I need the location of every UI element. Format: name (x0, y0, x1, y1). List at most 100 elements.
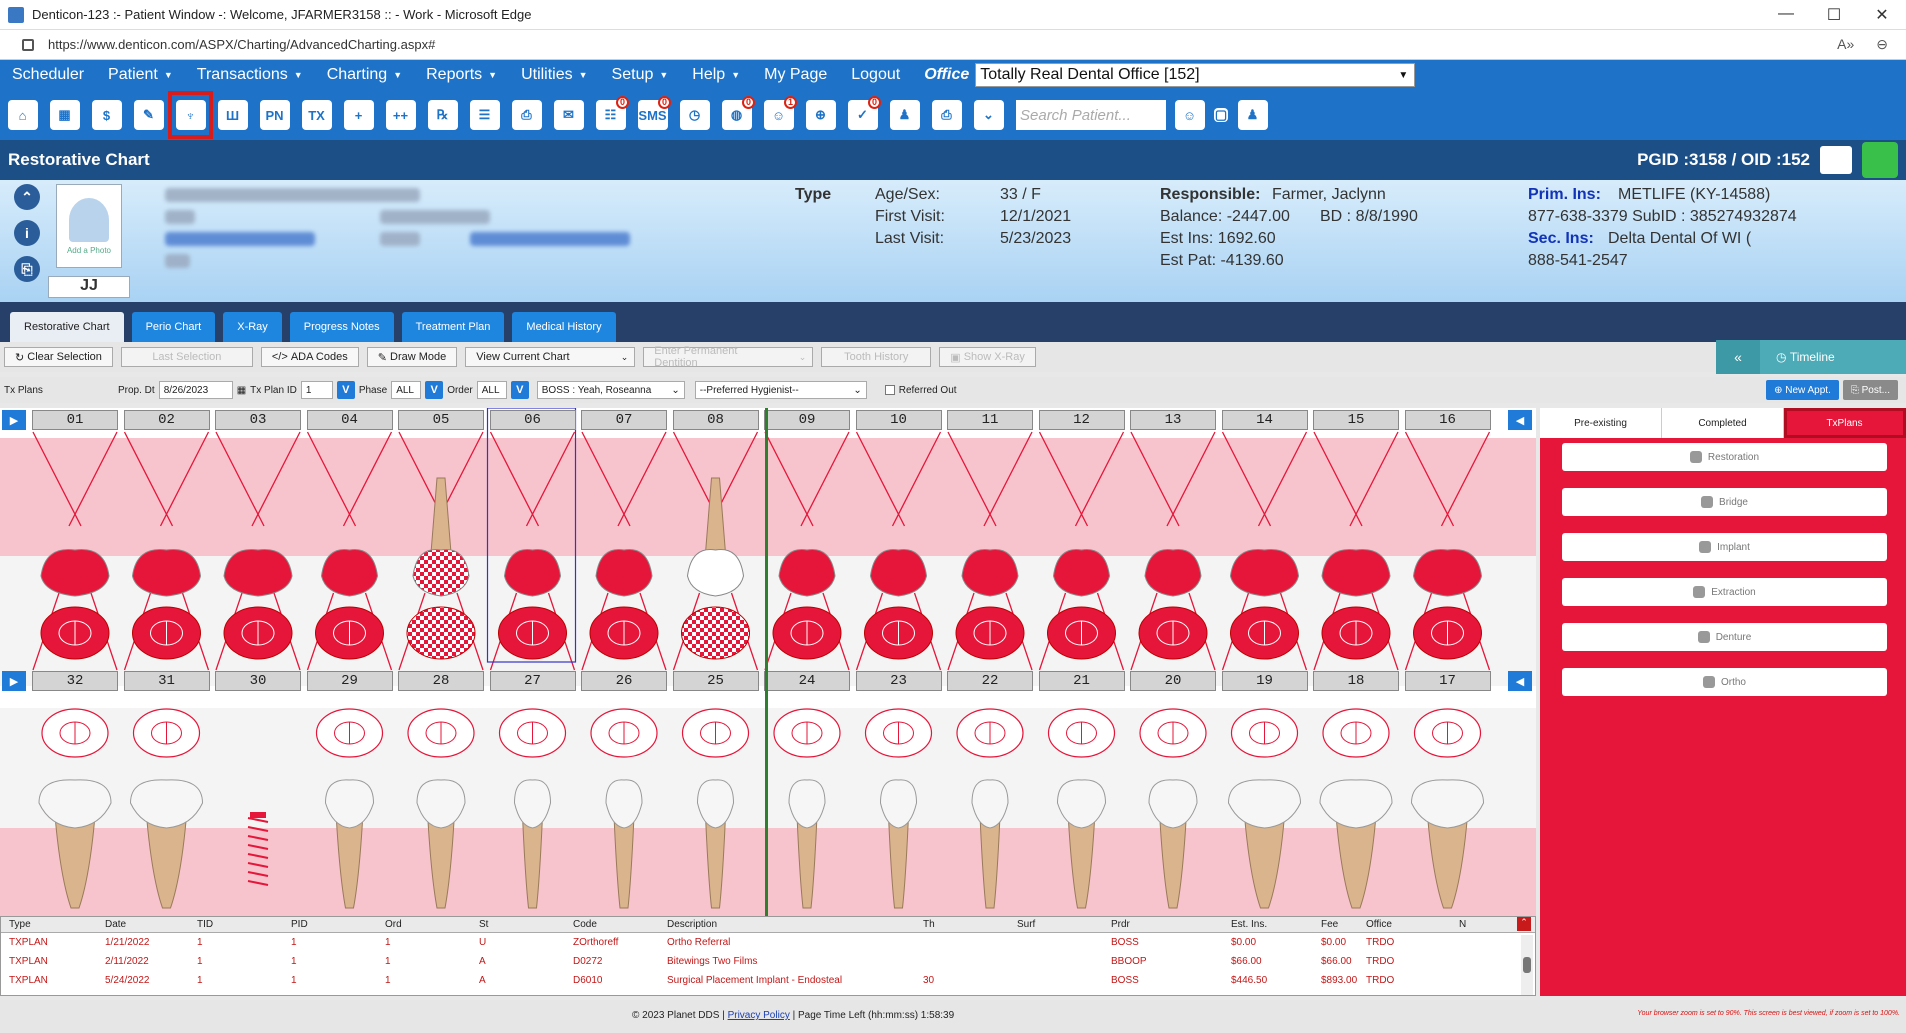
tooth-number[interactable]: 15 (1313, 410, 1399, 430)
hygienist-select[interactable]: --Preferred Hygienist-- ⌄ (694, 381, 867, 399)
tooth-number[interactable]: 04 (306, 410, 393, 430)
tooth-number[interactable]: 05 (398, 410, 484, 430)
minimize-button[interactable]: — (1778, 4, 1794, 22)
column-header[interactable]: Ord (385, 919, 402, 930)
tab-treatment-plan[interactable]: Treatment Plan (401, 312, 505, 342)
column-header[interactable]: Type (9, 919, 31, 930)
show-xray-button[interactable]: ▣ Show X-Ray (939, 347, 1036, 367)
menu-charting[interactable]: Charting ▼ (315, 66, 414, 84)
tooth-number[interactable]: 08 (672, 410, 759, 430)
menu-transactions[interactable]: Transactions ▼ (185, 66, 315, 84)
column-header[interactable]: TID (197, 919, 214, 930)
tooth-number[interactable]: 31 (123, 671, 210, 691)
tooth-number[interactable]: 26 (581, 671, 667, 691)
perio-icon[interactable]: Ш (214, 95, 251, 135)
bell-icon[interactable] (1862, 142, 1898, 178)
select-row-arrow[interactable]: ◀ (1508, 671, 1532, 691)
web-icon[interactable]: ⊕ (802, 95, 839, 135)
mail-icon[interactable]: ✉ (550, 95, 587, 135)
prescription-icon[interactable]: ℞ (424, 95, 461, 135)
sms-icon[interactable]: SMS 0 (634, 95, 671, 135)
maximize-button[interactable]: ☐ (1826, 6, 1842, 24)
draw-mode-button[interactable]: ✎ Draw Mode (366, 347, 458, 367)
grid-scrollbar[interactable] (1521, 935, 1533, 995)
printer-icon[interactable]: ⎙ (928, 95, 965, 135)
clear-selection-button[interactable]: ↻ Clear Selection (4, 347, 113, 367)
order-dropdown[interactable]: V (510, 381, 529, 399)
tx-plan-id-dropdown[interactable]: V (336, 381, 355, 399)
menu-utilities[interactable]: Utilities ▼ (509, 66, 599, 84)
new-appt-button[interactable]: ⊕ New Appt. (1766, 380, 1839, 400)
tooth-number[interactable]: 09 (764, 410, 850, 430)
tooth-number[interactable]: 24 (764, 671, 850, 691)
tooth-number[interactable]: 12 (1038, 410, 1125, 430)
extraction-button[interactable]: Extraction (1562, 578, 1887, 606)
search-user-icon[interactable]: ☺ (1171, 95, 1208, 135)
order-input[interactable]: ALL (476, 381, 507, 399)
tooth-chart-icon[interactable]: ♆ (168, 91, 213, 139)
calendar-icon[interactable]: ▦ (236, 384, 247, 396)
tooth-number[interactable]: 32 (32, 671, 118, 691)
group-search-icon[interactable]: ♟ (1234, 95, 1271, 135)
chat-icon[interactable]: ☷ 0 (592, 95, 629, 135)
tooth-number[interactable]: 06 (489, 410, 576, 430)
close-button[interactable]: ✕ (1875, 6, 1889, 24)
tooth-number[interactable]: 03 (215, 410, 301, 430)
select-row-arrow[interactable]: ◀ (1508, 410, 1532, 430)
column-header[interactable]: Prdr (1111, 919, 1130, 930)
tooth-history-button[interactable]: Tooth History (821, 347, 932, 367)
tooth-number[interactable]: 10 (855, 410, 942, 430)
tab-restorative-chart[interactable]: Restorative Chart (10, 312, 124, 342)
info-icon[interactable]: i (14, 220, 40, 246)
avatar[interactable]: Add a Photo (56, 184, 122, 268)
attachment-icon[interactable]: ⎘ (14, 256, 40, 282)
menu-logout[interactable]: Logout (839, 66, 912, 84)
document-icon[interactable]: ☰ (466, 95, 503, 135)
tooth-number[interactable]: 07 (581, 410, 667, 430)
progress-notes-icon[interactable]: PN (256, 95, 293, 135)
last-selection-button[interactable]: Last Selection (120, 347, 253, 367)
collapse-grid-icon[interactable]: ⌃ (1517, 917, 1531, 931)
tooth-number[interactable]: 19 (1221, 671, 1308, 691)
calendar-icon[interactable]: ▦ (46, 95, 83, 135)
view-chart-select[interactable]: View Current Chart ⌄ (465, 347, 636, 367)
clock-icon[interactable]: ◷ (676, 95, 713, 135)
globe-icon[interactable]: ◍ 0 (718, 95, 755, 135)
menu-patient[interactable]: Patient ▼ (96, 66, 185, 84)
restoration-button[interactable]: Restoration (1562, 443, 1887, 471)
home-icon[interactable]: ⌂ (4, 95, 41, 135)
column-header[interactable]: Surf (1017, 919, 1036, 930)
post-button[interactable]: ⎘ Post... (1842, 380, 1898, 400)
column-header[interactable]: Th (923, 919, 935, 930)
select-row-arrow[interactable]: ▶ (2, 671, 26, 691)
timeline-button[interactable]: « ◷ Timeline (1716, 340, 1906, 374)
tooth-number[interactable]: 16 (1404, 410, 1491, 430)
tab-pre-existing[interactable]: Pre-existing (1540, 408, 1662, 438)
menu-setup[interactable]: Setup ▼ (600, 66, 681, 84)
phase-input[interactable]: ALL (391, 381, 422, 399)
dentition-select[interactable]: Enter Permanent Dentition ⌄ (643, 345, 814, 369)
ortho-button[interactable]: Ortho (1562, 668, 1887, 696)
tooth-number[interactable]: 01 (32, 410, 118, 430)
tooth-number[interactable]: 20 (1130, 671, 1216, 691)
family-icon[interactable]: ♟ (886, 95, 923, 135)
tooth-number[interactable]: 13 (1130, 410, 1216, 430)
tooth-number[interactable]: 02 (123, 410, 210, 430)
column-header[interactable]: Fee (1321, 919, 1339, 930)
bridge-button[interactable]: Bridge (1562, 488, 1887, 516)
chevron-left-icon[interactable]: « (1716, 340, 1760, 374)
tooth-number[interactable]: 25 (672, 671, 759, 691)
privacy-link[interactable]: Privacy Policy (727, 1010, 790, 1021)
column-header[interactable]: PID (291, 919, 308, 930)
tab-completed[interactable]: Completed (1662, 408, 1784, 438)
office-select[interactable]: Totally Real Dental Office [152] ▼ (975, 63, 1416, 87)
tooth-number[interactable]: 27 (489, 671, 576, 691)
zoom-icon[interactable]: ⊖ (1876, 36, 1888, 52)
tx-plan-id-input[interactable]: 1 (300, 381, 333, 399)
menu-my-page[interactable]: My Page (752, 66, 839, 84)
denture-button[interactable]: Denture (1562, 623, 1887, 651)
clipboard-icon[interactable]: ✓ 0 (844, 95, 881, 135)
menu-help[interactable]: Help ▼ (680, 66, 752, 84)
read-aloud-icon[interactable]: A» (1837, 36, 1855, 52)
provider-select[interactable]: BOSS : Yeah, Roseanna ⌄ (536, 381, 685, 399)
